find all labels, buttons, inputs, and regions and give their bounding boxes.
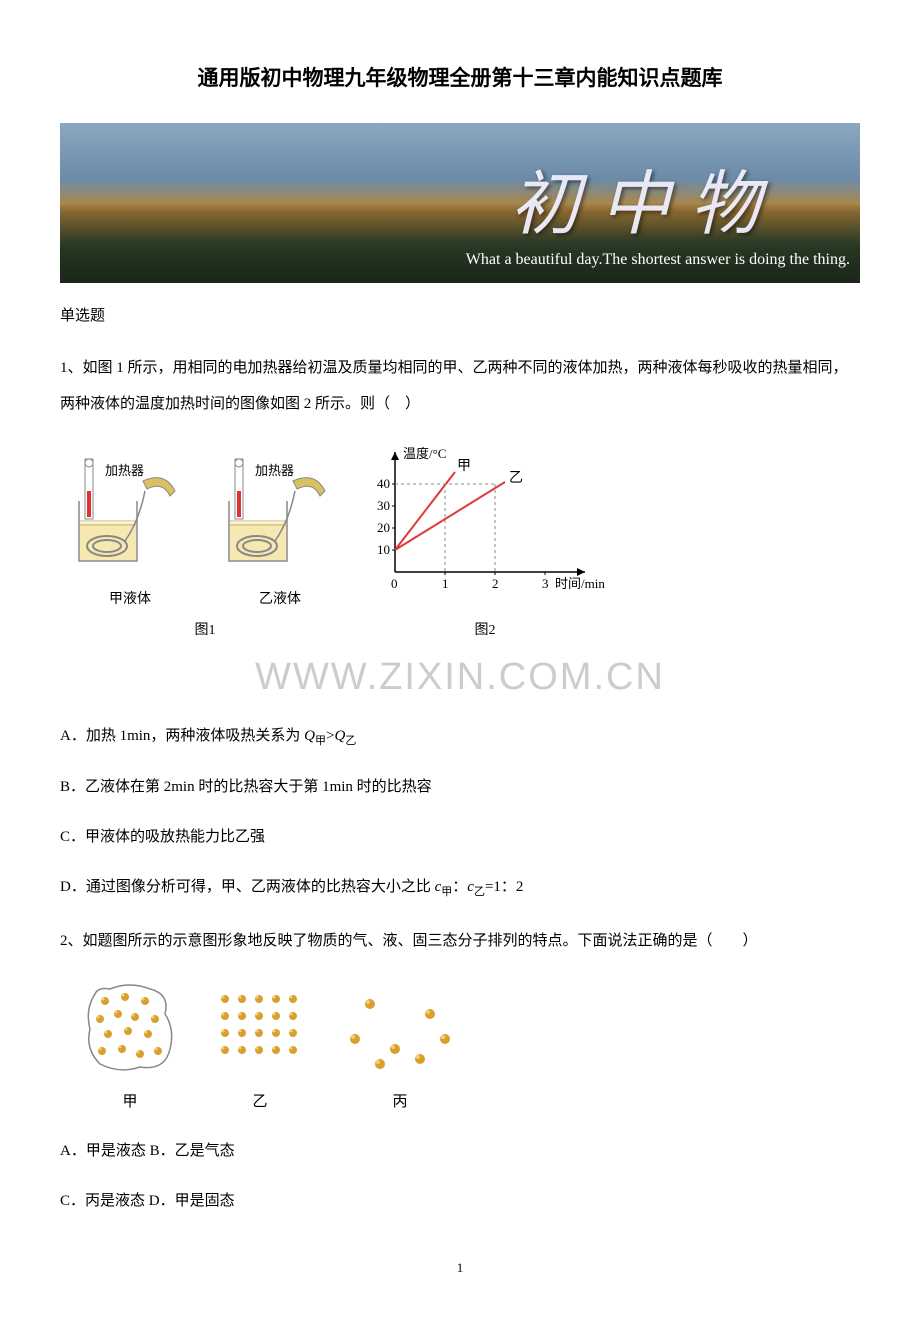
molecules-row: 甲 (80, 979, 860, 1116)
x-axis-label: 时间/min (555, 576, 605, 591)
fig1-container: 加热器 甲液体 加热器 (75, 451, 335, 643)
banner-image: 初中物理 What a beautiful day.The shortest a… (60, 123, 860, 283)
q2-option-cd: C．丙是液态 D．甲是固态 (60, 1186, 860, 1216)
q1-d-colon: ： (452, 879, 467, 895)
question-2-text: 2、如题图所示的示意图形象地反映了物质的气、液、固三态分子排列的特点。下面说法正… (60, 923, 860, 959)
beaker-a-svg: 加热器 (75, 451, 185, 571)
q1-option-b: B．乙液体在第 2min 时的比热容大于第 1min 时的比热容 (60, 772, 860, 802)
q1-option-a: A．加热 1min，两种液体吸热关系为 Q甲>Q乙 (60, 721, 860, 752)
molecule-a-label: 甲 (80, 1089, 180, 1116)
y-axis-label: 温度/°C (403, 446, 446, 461)
page-title: 通用版初中物理九年级物理全册第十三章内能知识点题库 (60, 60, 860, 98)
watermark-text: WWW.ZIXIN.COM.CN (60, 643, 860, 711)
xtick-2: 2 (492, 576, 499, 591)
molecule-c-svg (340, 979, 460, 1079)
heater-label-a: 加热器 (105, 463, 144, 478)
line-a-label: 甲 (457, 459, 471, 474)
beaker-a-label: 甲液体 (75, 587, 185, 612)
molecule-c-label: 丙 (340, 1089, 460, 1116)
molecule-a: 甲 (80, 979, 180, 1116)
q1-a-var2: Q (334, 728, 345, 744)
q1-a-sub1: 甲 (315, 735, 326, 747)
ytick-30: 30 (377, 498, 390, 513)
molecule-a-svg (80, 979, 180, 1079)
fig2-caption: 图2 (355, 618, 615, 643)
ytick-40: 40 (377, 476, 390, 491)
chart-svg: 温度/°C 时间/min 10 20 30 40 0 1 2 3 甲 乙 (355, 442, 615, 602)
q1-d-prefix: D．通过图像分析可得，甲、乙两液体的比热容大小之比 (60, 879, 435, 895)
question-1-text: 1、如图 1 所示，用相同的电加热器给初温及质量均相同的甲、乙两种不同的液体加热… (60, 350, 860, 422)
page-number: 1 (60, 1256, 860, 1279)
q2-option-ab: A．甲是液态 B．乙是气态 (60, 1136, 860, 1166)
molecule-b: 乙 (210, 979, 310, 1116)
xtick-0: 0 (391, 576, 398, 591)
q1-d-sub2: 乙 (474, 886, 485, 898)
molecule-c: 丙 (340, 979, 460, 1116)
heater-label-b: 加热器 (255, 463, 294, 478)
molecule-b-label: 乙 (210, 1089, 310, 1116)
q1-d-suffix: =1：2 (485, 879, 523, 895)
section-heading: 单选题 (60, 303, 860, 330)
beaker-a: 加热器 甲液体 (75, 451, 185, 612)
q1-d-var2: c (467, 879, 474, 895)
ytick-20: 20 (377, 520, 390, 535)
beaker-b: 加热器 乙液体 (225, 451, 335, 612)
q1-a-prefix: A．加热 1min，两种液体吸热关系为 (60, 728, 304, 744)
q1-a-sub2: 乙 (345, 735, 356, 747)
xtick-1: 1 (442, 576, 449, 591)
q1-d-sub1: 甲 (441, 886, 452, 898)
q1-option-d: D．通过图像分析可得，甲、乙两液体的比热容大小之比 c甲：c乙=1：2 (60, 872, 860, 903)
q1-a-var1: Q (304, 728, 315, 744)
ytick-10: 10 (377, 542, 390, 557)
beaker-b-label: 乙液体 (225, 587, 335, 612)
fig1-caption: 图1 (75, 618, 335, 643)
line-b-label: 乙 (509, 470, 523, 486)
banner-subtitle: What a beautiful day.The shortest answer… (466, 246, 850, 275)
fig2-container: 温度/°C 时间/min 10 20 30 40 0 1 2 3 甲 乙 图2 (355, 442, 615, 643)
figure-row-1: 加热器 甲液体 加热器 (75, 442, 860, 643)
molecule-b-svg (210, 979, 310, 1079)
q1-option-c: C．甲液体的吸放热能力比乙强 (60, 822, 860, 852)
xtick-3: 3 (542, 576, 549, 591)
beaker-b-svg: 加热器 (225, 451, 335, 571)
